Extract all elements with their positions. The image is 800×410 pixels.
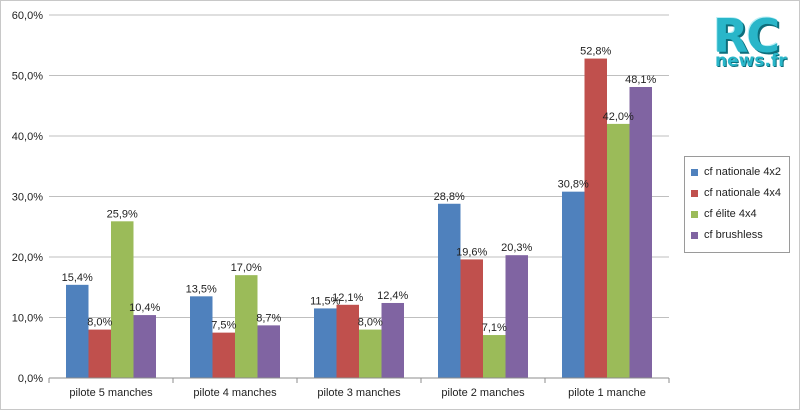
legend-item: cf nationale 4x4 (691, 186, 781, 200)
x-tick-label: pilote 1 manche (568, 387, 646, 399)
data-label: 12,1% (332, 292, 363, 304)
bar (381, 302, 404, 378)
y-tick-label: 60,0% (12, 10, 43, 22)
data-label: 8,0% (358, 317, 383, 329)
data-label: 52,8% (580, 46, 611, 58)
data-label: 30,8% (558, 179, 589, 191)
legend-label: cf nationale 4x2 (704, 166, 782, 178)
data-label: 7,5% (211, 320, 236, 332)
data-label: 19,6% (456, 246, 487, 258)
x-tick-label: pilote 5 manches (69, 387, 153, 399)
x-axis-ticks: pilote 5 manches pilote 4 manches pilote 3… (69, 387, 645, 399)
bar (359, 329, 382, 378)
legend-swatch (691, 231, 698, 239)
bar (483, 335, 506, 378)
legend-item: cf élite 4x4 (691, 207, 757, 221)
bar (438, 203, 461, 378)
x-tick-label: pilote 4 manches (193, 387, 277, 399)
y-axis-ticks: 0,0% 10,0% 20,0% 30,0% 40,0% 50,0% 60,0% (12, 10, 43, 385)
legend-swatch (691, 189, 698, 197)
legend-swatch (691, 168, 698, 176)
bar (314, 308, 337, 378)
legend-label: cf nationale 4x4 (704, 187, 782, 199)
legend-label: cf élite 4x4 (704, 208, 757, 220)
legend-item: cf brushless (691, 228, 763, 242)
bar (607, 123, 630, 379)
bar (111, 221, 134, 378)
y-tick-label: 0,0% (18, 373, 43, 385)
data-label: 12,4% (377, 290, 408, 302)
y-tick-label: 50,0% (12, 71, 43, 83)
legend-item: cf nationale 4x2 (691, 165, 781, 179)
data-label: 10,4% (129, 302, 160, 314)
data-label: 28,8% (434, 191, 465, 203)
bar (190, 296, 213, 378)
legend-swatch (691, 210, 698, 218)
y-tick-label: 30,0% (12, 192, 43, 204)
bar (133, 315, 156, 378)
y-tick-label: 20,0% (12, 252, 43, 264)
data-label: 15,4% (62, 272, 93, 284)
bar (66, 284, 89, 378)
bars (66, 58, 652, 379)
data-label: 42,0% (603, 111, 634, 123)
logo-news-text: news.fr (715, 51, 787, 71)
data-label: 48,1% (625, 74, 656, 86)
bar (257, 325, 280, 378)
logo-rc-text: RC (713, 9, 780, 63)
x-tick-label: pilote 2 manches (441, 387, 525, 399)
bar (88, 329, 111, 378)
bar (336, 304, 359, 378)
data-label: 20,3% (501, 242, 532, 254)
legend-label: cf brushless (704, 229, 763, 241)
data-label: 7,1% (482, 322, 507, 334)
data-label: 25,9% (107, 208, 138, 220)
bar (629, 86, 652, 379)
bar (460, 259, 483, 378)
bar (562, 191, 585, 378)
data-label: 17,0% (231, 262, 262, 274)
bar (212, 332, 235, 378)
data-label: 13,5% (186, 283, 217, 295)
legend: cf nationale 4x2 cf nationale 4x4 cf élite… (684, 156, 790, 253)
y-tick-label: 40,0% (12, 131, 43, 143)
data-label: 8,0% (87, 317, 112, 329)
bar (235, 275, 258, 378)
data-label: 11,5% (310, 295, 341, 307)
bar (584, 58, 607, 379)
x-axis (48, 377, 670, 383)
y-tick-label: 10,0% (12, 313, 43, 325)
x-tick-label: pilote 3 manches (317, 387, 401, 399)
bar (505, 255, 528, 378)
rcnews-logo: RC news.fr (713, 9, 793, 75)
data-labels: 15,4% 13,5% 11,5% 28,8% 30,8% 8,0% 7,5% 12,1% 19… (62, 46, 657, 334)
data-label: 8,7% (256, 312, 281, 324)
